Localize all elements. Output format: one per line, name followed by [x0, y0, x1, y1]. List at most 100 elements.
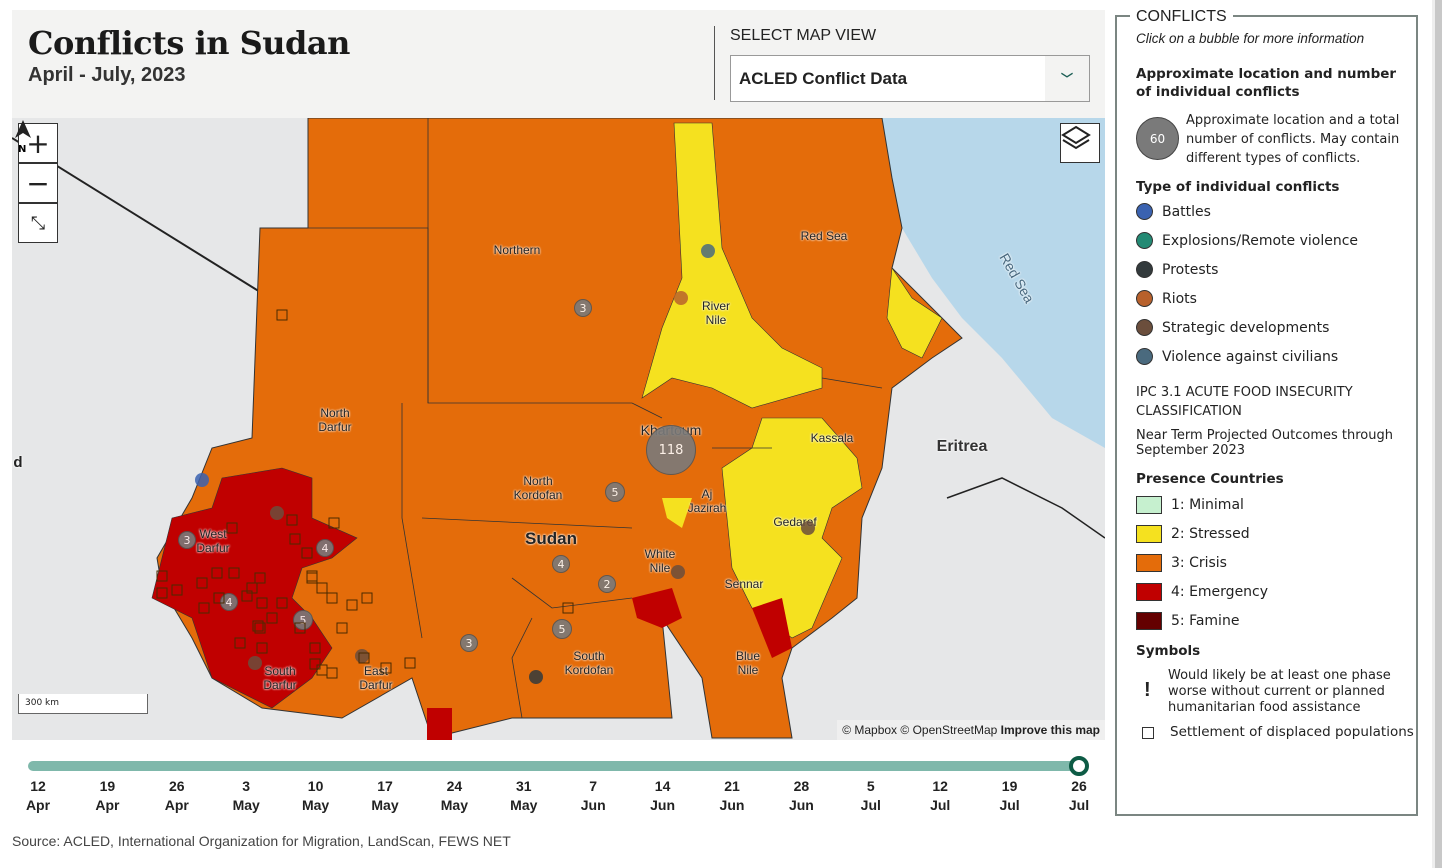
type-label: Explosions/Remote violence [1162, 232, 1358, 249]
tick-month: Jun [719, 797, 745, 813]
legend-type-item: Protests [1136, 261, 1218, 278]
timeline-tick[interactable]: 10 May [291, 777, 341, 815]
conflict-dot[interactable] [529, 670, 543, 684]
zoom-in-button[interactable]: + [18, 123, 58, 163]
map-label: East Darfur [359, 664, 393, 692]
ipc-subheading: Near Term Projected Outcomes through Sep… [1136, 428, 1393, 458]
conflict-dot[interactable] [671, 565, 685, 579]
conflict-bubble[interactable]: 5 [293, 610, 313, 630]
improve-map-link[interactable]: Improve this map [1000, 723, 1100, 737]
phase-swatch-icon [1136, 554, 1162, 572]
tick-month: Jul [930, 797, 951, 813]
divider [714, 26, 715, 100]
conflict-dot[interactable] [195, 473, 209, 487]
timeline-tick[interactable]: 14 Jun [638, 777, 688, 815]
tick-day: 19 [99, 778, 116, 794]
emergency-area [632, 588, 682, 628]
settlement-marker [301, 547, 313, 559]
map-label: Sudan [525, 529, 577, 548]
settlement-marker [256, 642, 268, 654]
conflict-dot[interactable] [801, 521, 815, 535]
emergency-area [427, 708, 452, 740]
mapbox-attribution[interactable]: © Mapbox [842, 723, 898, 737]
legend-phase-item: 1: Minimal [1136, 496, 1244, 514]
settlement-marker [276, 597, 288, 609]
settlement-marker [198, 602, 210, 614]
map-label: West Darfur [196, 527, 230, 555]
timeline-tick[interactable]: 19 Jul [985, 777, 1035, 815]
map-label: Kassala [810, 431, 854, 445]
stressed-area [662, 498, 692, 528]
timeline-tick[interactable]: 12 Apr [13, 777, 63, 815]
north-arrow-icon: N [15, 120, 31, 154]
timeline-tick[interactable]: 26 Apr [152, 777, 202, 815]
phase-label: 2: Stressed [1171, 526, 1250, 542]
legend-type-item: Violence against civilians [1136, 348, 1338, 365]
settlement-marker [213, 592, 225, 604]
conflict-bubble[interactable]: 3 [178, 531, 196, 549]
timeline-handle[interactable] [1069, 756, 1089, 776]
settlement-marker [326, 592, 338, 604]
timeline-tick[interactable]: 24 May [429, 777, 479, 815]
conflict-bubble[interactable]: 3 [574, 299, 592, 317]
map-view-selected: ACLED Conflict Data [739, 68, 908, 88]
settlement-marker [361, 592, 373, 604]
emergency-area [752, 598, 792, 658]
border-line [12, 137, 303, 319]
conflict-dot[interactable] [674, 291, 688, 305]
conflict-bubble[interactable]: 4 [552, 555, 570, 573]
settlement-marker [309, 642, 321, 654]
settlement-marker [252, 620, 264, 632]
tick-day: 10 [307, 778, 324, 794]
conflict-bubble[interactable]: 5 [605, 482, 625, 502]
settlement-marker [289, 533, 301, 545]
conflict-bubble[interactable]: 5 [552, 619, 572, 639]
phase-label: 4: Emergency [1171, 584, 1269, 600]
timeline-tick[interactable]: 26 Jul [1054, 777, 1104, 815]
tick-day: 14 [654, 778, 671, 794]
conflict-dot[interactable] [701, 244, 715, 258]
timeline-tick[interactable]: 28 Jun [776, 777, 826, 815]
tick-month: May [371, 797, 399, 813]
timeline-tick[interactable]: 12 Jul [915, 777, 965, 815]
zoom-out-button[interactable]: − [18, 163, 58, 203]
legend-type-item: Explosions/Remote violence [1136, 232, 1358, 249]
settlement-icon [1142, 727, 1154, 739]
timeline-tick[interactable]: 17 May [360, 777, 410, 815]
timeline-tick[interactable]: 5 Jul [846, 777, 896, 815]
type-swatch-icon [1136, 232, 1153, 249]
phase-label: 3: Crisis [1171, 555, 1227, 571]
map-view-select[interactable]: ACLED Conflict Data ﹀ [730, 55, 1090, 102]
timeline-slider[interactable] [28, 761, 1080, 771]
type-label: Strategic developments [1162, 319, 1330, 336]
phase-swatch-icon [1136, 525, 1162, 543]
scale-bar: 300 km [18, 694, 148, 714]
tick-day: 17 [377, 778, 393, 794]
osm-attribution[interactable]: © OpenStreetMap [900, 723, 998, 737]
conflict-bubble[interactable]: 2 [598, 575, 616, 593]
type-label: Violence against civilians [1162, 348, 1339, 365]
tick-day: 7 [589, 778, 598, 794]
timeline-tick[interactable]: 7 Jun [568, 777, 618, 815]
conflict-bubble[interactable]: 3 [460, 634, 478, 652]
tick-day: 19 [1001, 778, 1018, 794]
settlement-marker [346, 599, 358, 611]
layers-button[interactable] [1060, 123, 1100, 163]
conflict-bubble[interactable]: 4 [220, 593, 238, 611]
conflict-bubble[interactable]: 4 [316, 539, 334, 557]
settlement-marker [226, 522, 238, 534]
conflict-dot[interactable] [270, 506, 284, 520]
tick-day: 3 [242, 778, 251, 794]
map-label: Eritrea [936, 438, 988, 455]
conflict-bubble[interactable]: 118 [646, 425, 696, 475]
settlement-marker [228, 567, 240, 579]
timeline-tick[interactable]: 31 May [499, 777, 549, 815]
timeline-tick[interactable]: 21 Jun [707, 777, 757, 815]
map[interactable]: Northern Red Sea River Nile North Darfur Nor… [12, 118, 1105, 740]
scrollbar[interactable] [1432, 0, 1442, 868]
fullscreen-button[interactable]: ⤡ [18, 203, 58, 243]
conflict-dot[interactable] [248, 656, 262, 670]
timeline-tick[interactable]: 19 Apr [82, 777, 132, 815]
timeline-tick[interactable]: 3 May [221, 777, 271, 815]
type-swatch-icon [1136, 203, 1153, 220]
